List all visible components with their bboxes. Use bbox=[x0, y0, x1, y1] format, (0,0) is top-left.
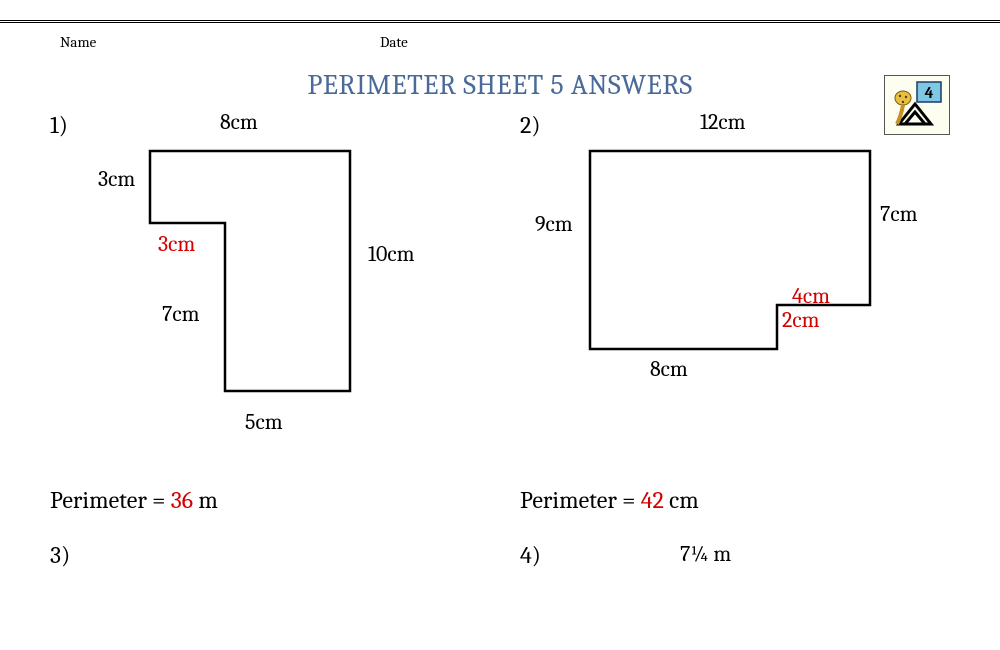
problems-row: 1) 8cm 3cm 3cm 10cm 7cm 5cm Perimeter = … bbox=[0, 111, 1000, 531]
header-row: Name Date bbox=[0, 33, 1000, 51]
problem-2: 2) 12cm 9cm 7cm 4cm 2cm 8cm Perimeter = … bbox=[520, 111, 950, 531]
q1-perim-value: 36 bbox=[171, 486, 193, 514]
q2-notch-v: 2cm bbox=[782, 307, 820, 333]
name-label: Name bbox=[60, 33, 380, 51]
q1-left-lower: 7cm bbox=[162, 301, 200, 327]
q1-shape bbox=[140, 141, 370, 401]
q4-number: 4) bbox=[520, 541, 541, 569]
top-double-rule bbox=[0, 20, 1000, 23]
q1-notch-h: 3cm bbox=[158, 231, 195, 257]
q2-perim-label: Perimeter = bbox=[520, 486, 641, 514]
q2-notch-h: 4cm bbox=[792, 283, 830, 309]
q1-perim-unit: m bbox=[193, 486, 218, 514]
q1-perim-label: Perimeter = bbox=[50, 486, 171, 514]
problem-1: 1) 8cm 3cm 3cm 10cm 7cm 5cm Perimeter = … bbox=[50, 111, 480, 531]
q1-top: 8cm bbox=[220, 109, 258, 135]
page-title: PERIMETER SHEET 5 ANSWERS bbox=[0, 69, 1000, 101]
q3-number: 3) bbox=[50, 541, 70, 569]
q1-number: 1) bbox=[50, 111, 68, 139]
q2-top: 12cm bbox=[700, 109, 746, 135]
q2-perimeter: Perimeter = 42 cm bbox=[520, 486, 699, 514]
q2-shape bbox=[580, 141, 880, 361]
q1-right: 10cm bbox=[368, 241, 415, 267]
logo-digit: 4 bbox=[925, 84, 934, 102]
q2-perim-unit: cm bbox=[664, 486, 699, 514]
date-label: Date bbox=[380, 33, 408, 51]
q1-perimeter: Perimeter = 36 m bbox=[50, 486, 218, 514]
q2-perim-value: 42 bbox=[641, 486, 664, 514]
q2-right: 7cm bbox=[880, 201, 918, 227]
q2-number: 2) bbox=[520, 111, 541, 139]
q1-left-upper: 3cm bbox=[98, 166, 135, 192]
q2-bottom: 8cm bbox=[650, 356, 688, 382]
q2-left: 9cm bbox=[535, 211, 573, 237]
q4-partial: 7¼ m bbox=[680, 541, 731, 567]
q1-bottom: 5cm bbox=[245, 409, 283, 435]
